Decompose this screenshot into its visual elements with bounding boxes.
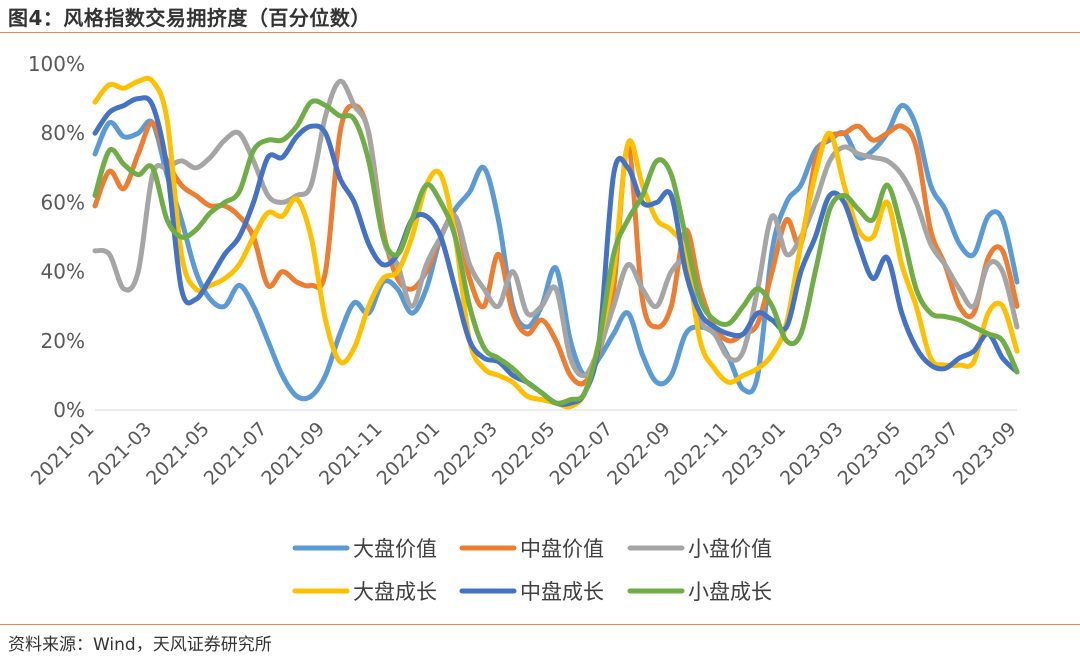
legend-label: 中盘价值 [520,537,604,561]
x-tick-label: 2023-09 [949,418,1021,490]
y-axis-ticks: 0% 20% 40% 60% 80% 100% [28,52,85,422]
chart-title: 图4：风格指数交易拥挤度（百分位数） [8,6,371,30]
title-rule [0,32,1080,33]
legend-label: 小盘成长 [688,580,772,604]
source-rule [0,624,1080,625]
legend-label: 大盘成长 [353,580,437,604]
x-tick-label: 2022-03 [430,418,502,490]
x-tick-label: 2021-01 [27,418,99,490]
x-tick-label: 2021-11 [315,418,387,490]
x-tick-label: 2023-03 [776,418,848,490]
x-tick-label: 2021-03 [84,418,156,490]
y-tick-label: 80% [41,121,85,145]
legend-label: 大盘价值 [353,537,437,561]
x-tick-label: 2022-07 [545,418,617,490]
y-tick-label: 40% [41,260,85,284]
x-axis-ticks: 2021-012021-032021-052021-072021-092021-… [27,418,1021,490]
x-tick-label: 2022-01 [373,418,445,490]
x-tick-label: 2021-05 [142,418,214,490]
y-tick-label: 100% [28,52,85,76]
x-tick-label: 2022-05 [488,418,560,490]
y-tick-label: 60% [41,190,85,214]
legend-label: 中盘成长 [520,580,604,604]
series-line-3 [92,78,1020,379]
y-tick-label: 0% [53,398,85,422]
y-tick-label: 20% [41,329,85,353]
x-tick-label: 2021-07 [200,418,272,490]
line-chart: 0% 20% 40% 60% 80% 100% 2021-012021-032021-05… [27,52,1021,604]
x-tick-label: 2023-07 [891,418,963,490]
series-line-1 [92,102,1020,402]
x-tick-label: 2021-09 [257,418,329,490]
source-note: 资料来源：Wind，天风证券研究所 [8,635,272,655]
legend-label: 小盘价值 [688,537,772,561]
x-tick-label: 2022-11 [661,418,733,490]
series-lines [92,75,1020,410]
series-line-6 [92,98,1020,406]
x-tick-label: 2023-01 [718,418,790,490]
x-tick-label: 2023-05 [834,418,906,490]
x-tick-label: 2022-09 [603,418,675,490]
